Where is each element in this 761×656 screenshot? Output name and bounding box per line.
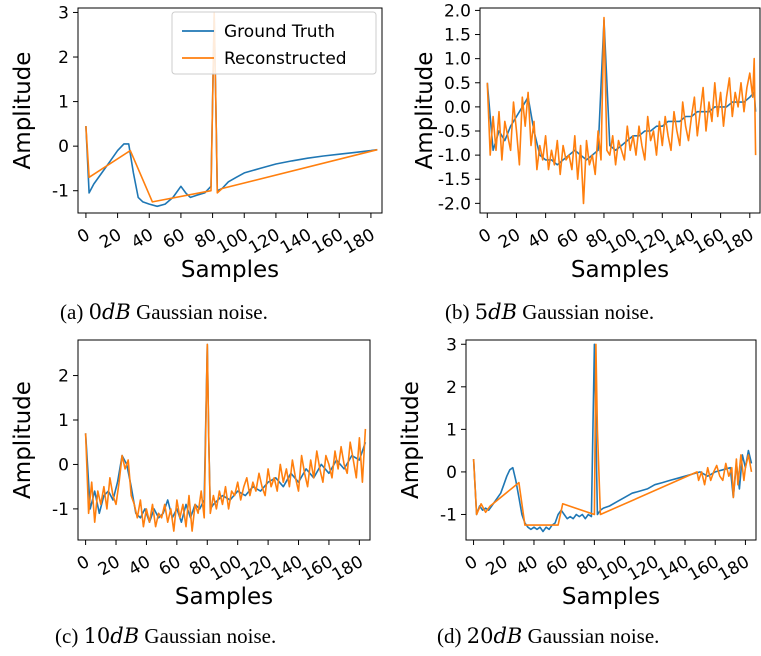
y-tick-label: 1.5 [444, 26, 471, 46]
caption-b-value: 5dB [474, 300, 517, 324]
x-axis-label: Samples [571, 257, 669, 283]
x-tick-label: 0 [74, 552, 93, 575]
caption-d: (d) 20dB Gaussian noise. [437, 624, 659, 649]
y-tick-label: 0 [446, 463, 457, 483]
caption-a-value: 0dB [88, 300, 131, 324]
x-tick-label: 20 [96, 225, 125, 253]
y-tick-label: -1 [52, 500, 69, 520]
y-tick-label: -1 [440, 505, 457, 525]
y-tick-label: 2 [58, 367, 69, 387]
x-axis-label: Samples [562, 584, 660, 610]
y-tick-label: 1 [58, 93, 69, 113]
x-tick-label: 60 [156, 552, 185, 580]
x-tick-label: 180 [340, 225, 378, 259]
y-tick-label: 1 [446, 420, 457, 440]
series-line-reconstructed [84, 343, 367, 532]
y-tick-label: -0.5 [438, 122, 471, 142]
x-tick-label: 0 [74, 225, 93, 248]
series-line-ground-truth [84, 343, 367, 524]
plot-frame [465, 339, 757, 541]
caption-c-value: 10dB [83, 624, 140, 648]
legend: Ground Truth Reconstructed [171, 11, 377, 75]
x-tick-label: 20 [483, 552, 512, 580]
legend-label: Reconstructed [224, 49, 347, 69]
chart-b: -2.0-1.5-1.0-0.50.00.51.01.52.00 20 40 60 80… [412, 1, 761, 283]
y-tick-label: 2.0 [444, 1, 471, 21]
y-tick-label: -1 [52, 182, 69, 202]
caption-d-value: 20dB [466, 624, 523, 648]
x-tick-label: 40 [524, 225, 553, 253]
y-tick-label: -2.0 [438, 194, 471, 214]
caption-c-label: (c) [55, 624, 79, 648]
caption-a-label: (a) [60, 300, 84, 324]
x-tick-label: 40 [128, 225, 157, 253]
caption-c-text: Gaussian noise. [144, 624, 277, 648]
y-tick-label: 0.0 [444, 98, 471, 118]
y-tick-label: 3 [58, 3, 69, 23]
caption-a-text: Gaussian noise. [136, 300, 268, 324]
x-tick-label: 0 [462, 552, 481, 575]
y-tick-label: -1.5 [438, 170, 471, 190]
y-axis-label: Amplitude [10, 381, 36, 499]
series-line-reconstructed [472, 343, 753, 526]
x-tick-label: 60 [160, 225, 189, 253]
legend-box [171, 11, 377, 75]
y-tick-label: 0 [58, 137, 69, 157]
x-tick-label: 180 [329, 552, 367, 586]
y-tick-label: 1 [58, 411, 69, 431]
caption-b-label: (b) [445, 300, 470, 324]
legend-label: Ground Truth [224, 22, 335, 42]
x-tick-label: 180 [715, 552, 753, 586]
plot-frame [479, 7, 761, 214]
x-tick-label: 40 [125, 552, 154, 580]
series-line-ground-truth [85, 16, 378, 208]
y-tick-label: 2 [58, 48, 69, 68]
caption-c: (c) 10dB Gaussian noise. [55, 624, 276, 649]
x-axis-label: Samples [175, 584, 273, 610]
caption-b: (b) 5dB Gaussian noise. [445, 300, 654, 325]
caption-d-text: Gaussian noise. [527, 624, 660, 648]
x-tick-label: 0 [475, 225, 494, 248]
x-tick-label: 20 [95, 552, 124, 580]
x-tick-label: 180 [719, 225, 757, 259]
x-tick-label: 40 [513, 552, 542, 580]
y-tick-label: 0 [58, 455, 69, 475]
y-axis-label: Amplitude [412, 52, 438, 170]
series-line-ground-truth [472, 343, 753, 533]
series-line-reconstructed [486, 16, 757, 205]
x-axis-label: Samples [181, 257, 279, 283]
caption-b-text: Gaussian noise. [522, 300, 655, 324]
y-tick-label: 0.5 [444, 74, 471, 94]
caption-a: (a) 0dB Gaussian noise. [60, 300, 268, 325]
y-tick-label: 2 [446, 378, 457, 398]
y-axis-label: Amplitude [398, 381, 424, 499]
caption-d-label: (d) [437, 624, 462, 648]
x-tick-label: 60 [554, 225, 583, 253]
plot-frame [77, 339, 371, 541]
y-tick-label: 3 [446, 335, 457, 355]
series-line-reconstructed [85, 11, 378, 203]
y-tick-label: -1.0 [438, 146, 471, 166]
y-tick-label: 1.0 [444, 50, 471, 70]
x-tick-label: 20 [495, 225, 524, 253]
y-axis-label: Amplitude [10, 52, 36, 170]
x-tick-label: 60 [543, 552, 572, 580]
plot-frame [77, 7, 383, 214]
